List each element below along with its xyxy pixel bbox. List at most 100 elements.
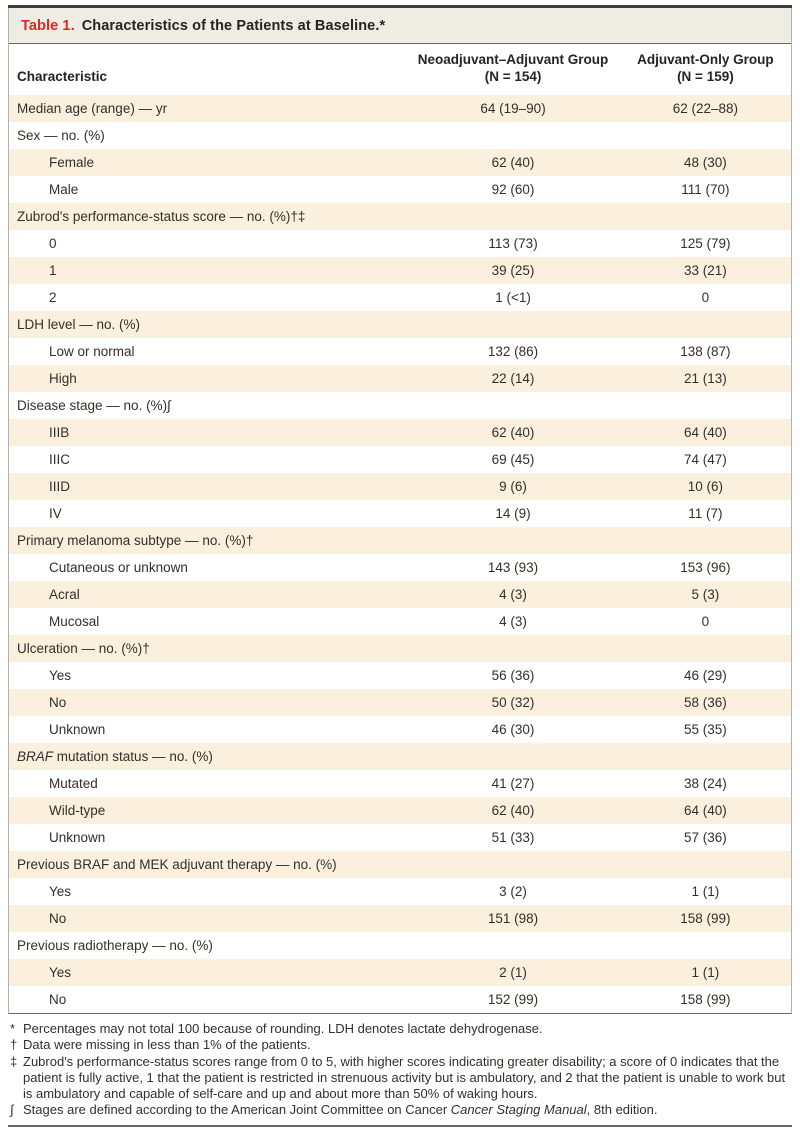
footnote: * Percentages may not total 100 because o… <box>10 1021 792 1037</box>
table-row: No 151 (98) 158 (99) <box>9 905 791 932</box>
table-row: Yes 56 (36) 46 (29) <box>9 662 791 689</box>
row-value-neoadjuvant-adjuvant <box>406 311 620 338</box>
table-row: Unknown 46 (30) 55 (35) <box>9 716 791 743</box>
table-row: No 152 (99) 158 (99) <box>9 986 791 1013</box>
table-row: IV 14 (9) 11 (7) <box>9 500 791 527</box>
row-value-neoadjuvant-adjuvant: 22 (14) <box>491 371 535 386</box>
row-value-neoadjuvant-adjuvant <box>406 743 620 770</box>
row-value-neoadjuvant-adjuvant <box>406 392 620 419</box>
row-value-neoadjuvant-adjuvant <box>406 851 620 878</box>
table-row: LDH level — no. (%) <box>9 311 791 338</box>
row-characteristic-label: 1 <box>49 263 57 278</box>
row-value-neoadjuvant-adjuvant: 64 (19–90) <box>480 101 546 116</box>
row-value-adjuvant-only: 0 <box>701 290 710 305</box>
row-characteristic-label: LDH level — no. (%) <box>17 317 141 332</box>
row-characteristic-label: Yes <box>49 668 72 683</box>
column-header-neoadjuvant-adjuvant-group: Neoadjuvant–Adjuvant Group (N = 154) <box>406 44 620 95</box>
row-characteristic-label: Ulceration — no. (%)† <box>17 641 150 656</box>
row-value-adjuvant-only: 62 (22–88) <box>672 101 739 116</box>
row-characteristic-label: Yes <box>49 884 72 899</box>
row-characteristic-label: Wild-type <box>49 803 106 818</box>
column-header-characteristic: Characteristic <box>17 69 108 84</box>
row-value-adjuvant-only <box>620 311 791 338</box>
table-row: Zubrod's performance-status score — no. … <box>9 203 791 230</box>
row-value-neoadjuvant-adjuvant: 4 (3) <box>499 587 527 602</box>
table-row: IIIB 62 (40) 64 (40) <box>9 419 791 446</box>
row-value-neoadjuvant-adjuvant: 92 (60) <box>491 182 535 197</box>
table-row: Median age (range) — yr 64 (19–90) 62 (22–… <box>9 95 791 122</box>
group1-n: (N = 154) <box>484 69 542 84</box>
row-characteristic-label: Sex — no. (%) <box>17 128 105 143</box>
table-number-label: Table 1. <box>21 17 75 34</box>
group2-name: Adjuvant-Only Group <box>637 52 774 67</box>
row-characteristic-label: 2 <box>49 290 57 305</box>
footnote-text: Percentages may not total 100 because of… <box>23 1021 543 1036</box>
row-characteristic-label: Primary melanoma subtype — no. (%)† <box>17 533 254 548</box>
table-row: Unknown 51 (33) 57 (36) <box>9 824 791 851</box>
row-value-neoadjuvant-adjuvant: 1 (<1) <box>495 290 531 305</box>
group2-n: (N = 159) <box>677 69 734 84</box>
table-row: High 22 (14) 21 (13) <box>9 365 791 392</box>
row-value-adjuvant-only <box>620 392 791 419</box>
row-characteristic-label: Previous BRAF and MEK adjuvant therapy —… <box>17 857 337 872</box>
footnote: † Data were missing in less than 1% of th… <box>10 1037 792 1053</box>
row-value-neoadjuvant-adjuvant: 2 (1) <box>499 965 527 980</box>
table-row: Female 62 (40) 48 (30) <box>9 149 791 176</box>
row-value-adjuvant-only <box>620 851 791 878</box>
row-characteristic-label: BRAF mutation status — no. (%) <box>17 749 213 764</box>
footnote-symbol: † <box>10 1037 18 1053</box>
row-characteristic-label: Previous radiotherapy — no. (%) <box>17 938 213 953</box>
row-value-adjuvant-only: 125 (79) <box>680 236 731 251</box>
row-value-neoadjuvant-adjuvant: 132 (86) <box>487 344 539 359</box>
row-value-adjuvant-only: 21 (13) <box>684 371 727 386</box>
row-value-adjuvant-only: 0 <box>701 614 710 629</box>
row-value-neoadjuvant-adjuvant: 62 (40) <box>491 155 535 170</box>
table-row: IIID 9 (6) 10 (6) <box>9 473 791 500</box>
table-row: 1 39 (25) 33 (21) <box>9 257 791 284</box>
row-value-adjuvant-only: 58 (36) <box>684 695 727 710</box>
row-value-neoadjuvant-adjuvant: 151 (98) <box>487 911 539 926</box>
table-row: IIIC 69 (45) 74 (47) <box>9 446 791 473</box>
row-value-adjuvant-only: 1 (1) <box>691 965 720 980</box>
table-row: No 50 (32) 58 (36) <box>9 689 791 716</box>
row-value-neoadjuvant-adjuvant: 143 (93) <box>487 560 539 575</box>
row-value-neoadjuvant-adjuvant <box>406 203 620 230</box>
row-value-adjuvant-only <box>620 932 791 959</box>
row-characteristic-label: IV <box>49 506 62 521</box>
row-value-neoadjuvant-adjuvant: 14 (9) <box>495 506 531 521</box>
table-row: Wild-type 62 (40) 64 (40) <box>9 797 791 824</box>
table-row: Mutated 41 (27) 38 (24) <box>9 770 791 797</box>
footnote: ‡ Zubrod's performance-status scores rang… <box>10 1054 792 1103</box>
footnote-symbol: ‡ <box>10 1053 18 1069</box>
row-value-neoadjuvant-adjuvant <box>406 122 620 149</box>
row-characteristic-label: High <box>49 371 77 386</box>
row-characteristic-label: No <box>49 911 67 926</box>
row-value-adjuvant-only: 138 (87) <box>680 344 731 359</box>
row-characteristic-label: Cutaneous or unknown <box>49 560 188 575</box>
row-characteristic-label: Mutated <box>49 776 98 791</box>
row-value-neoadjuvant-adjuvant: 50 (32) <box>491 695 535 710</box>
row-characteristic-label: Acral <box>49 587 80 602</box>
table-title: Table 1. Characteristics of the Patients… <box>9 8 791 44</box>
table-row: Yes 3 (2) 1 (1) <box>9 878 791 905</box>
row-value-neoadjuvant-adjuvant: 51 (33) <box>491 830 535 845</box>
table-row: Previous BRAF and MEK adjuvant therapy —… <box>9 851 791 878</box>
table-row: 2 1 (<1) 0 <box>9 284 791 311</box>
row-value-adjuvant-only: 57 (36) <box>684 830 727 845</box>
row-value-neoadjuvant-adjuvant: 41 (27) <box>491 776 535 791</box>
row-characteristic-label: 0 <box>49 236 57 251</box>
row-value-adjuvant-only: 64 (40) <box>684 803 727 818</box>
row-value-neoadjuvant-adjuvant: 3 (2) <box>499 884 527 899</box>
row-value-adjuvant-only: 158 (99) <box>680 992 731 1007</box>
table-frame: Table 1. Characteristics of the Patients… <box>8 8 792 1014</box>
row-value-neoadjuvant-adjuvant: 56 (36) <box>491 668 535 683</box>
row-value-neoadjuvant-adjuvant: 46 (30) <box>491 722 535 737</box>
table-row: Male 92 (60) 111 (70) <box>9 176 791 203</box>
row-characteristic-label: Female <box>49 155 95 170</box>
row-value-adjuvant-only: 74 (47) <box>684 452 727 467</box>
row-value-neoadjuvant-adjuvant <box>406 527 620 554</box>
row-value-adjuvant-only: 111 (70) <box>681 182 730 197</box>
row-value-adjuvant-only: 48 (30) <box>684 155 727 170</box>
row-value-adjuvant-only <box>620 203 791 230</box>
